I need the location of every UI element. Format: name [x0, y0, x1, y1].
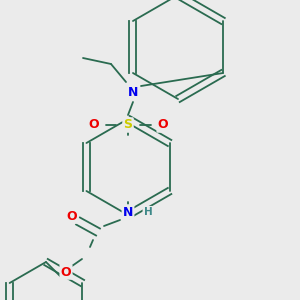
Text: O: O	[61, 266, 71, 278]
Text: N: N	[123, 206, 133, 218]
Text: O: O	[67, 209, 77, 223]
Text: H: H	[144, 207, 152, 217]
Text: S: S	[124, 118, 133, 131]
Text: N: N	[128, 85, 138, 98]
Text: O: O	[89, 118, 99, 131]
Text: O: O	[158, 118, 168, 131]
